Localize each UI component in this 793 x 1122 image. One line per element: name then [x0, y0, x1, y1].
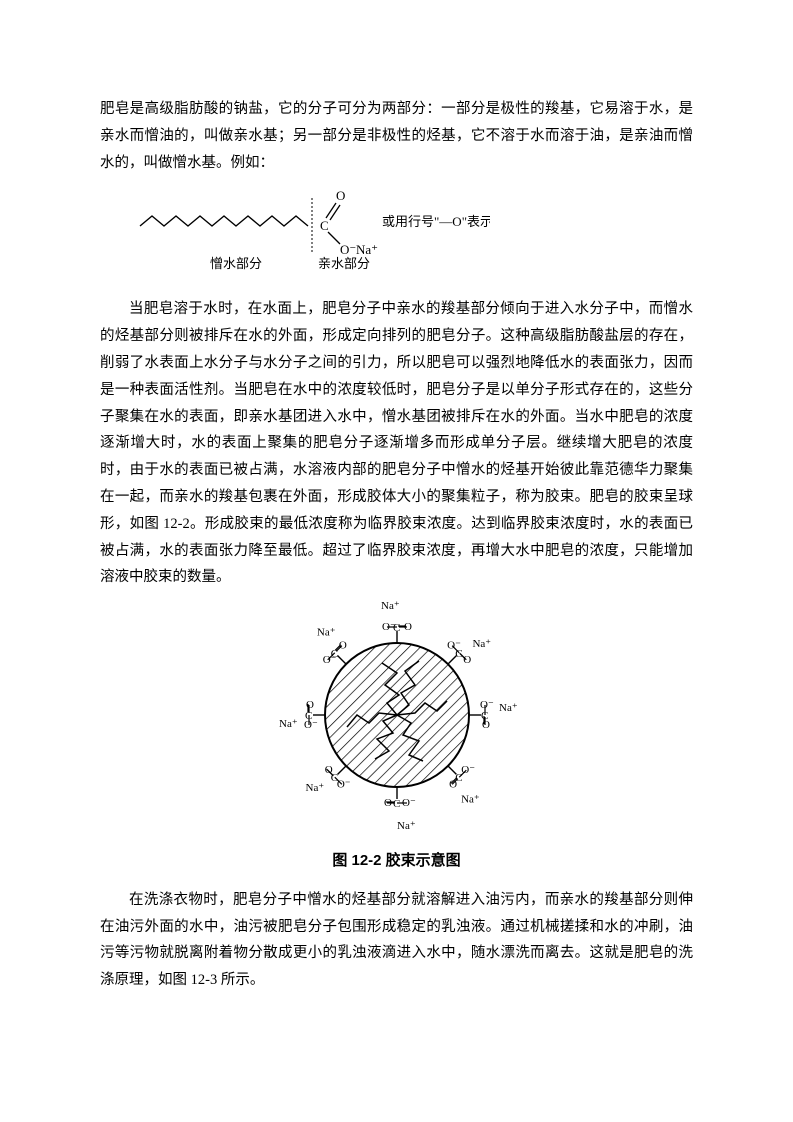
c-o-bond-2	[328, 232, 340, 244]
micelle-svg: COO⁻Na⁺COO⁻Na⁺COO⁻Na⁺COO⁻Na⁺COO⁻Na⁺COO⁻N…	[257, 595, 537, 835]
molecule-svg: C O O⁻ Na⁺ 憎水部分 亲水部分 或用行号"—O"表示	[130, 186, 490, 276]
svg-text:O⁻: O⁻	[480, 699, 494, 711]
hydrophilic-label: 亲水部分	[318, 256, 370, 271]
svg-text:Na⁺: Na⁺	[499, 702, 518, 714]
svg-text:O: O	[482, 719, 490, 731]
svg-text:O: O	[384, 797, 392, 809]
svg-text:O⁻: O⁻	[336, 778, 350, 790]
svg-text:O: O	[338, 640, 346, 652]
symbol-note: 或用行号"—O"表示	[382, 214, 490, 229]
c-o-bond-1a	[326, 203, 336, 218]
paragraph-2: 当肥皂溶于水时，在水面上，肥皂分子中亲水的羧基部分倾向于进入水分子中，而憎水的烃…	[100, 296, 693, 591]
svg-text:O: O	[324, 764, 332, 776]
svg-text:Na⁺: Na⁺	[305, 782, 324, 794]
svg-text:O: O	[449, 778, 457, 790]
svg-text:Na⁺: Na⁺	[279, 718, 298, 730]
micelle-figure: COO⁻Na⁺COO⁻Na⁺COO⁻Na⁺COO⁻Na⁺COO⁻Na⁺COO⁻N…	[257, 595, 537, 845]
sodium-ion: Na⁺	[356, 242, 378, 257]
svg-text:Na⁺: Na⁺	[316, 627, 335, 639]
oxygen-top: O	[336, 188, 345, 203]
svg-text:O⁻: O⁻	[447, 640, 461, 652]
svg-text:Na⁺: Na⁺	[381, 600, 400, 612]
paragraph-3: 在洗涤衣物时，肥皂分子中憎水的烃基部分就溶解进入油污内，而亲水的羧基部分则伸在油…	[100, 887, 693, 994]
svg-text:O⁻: O⁻	[402, 797, 416, 809]
figure-2-caption: 图 12-2 胶束示意图	[100, 847, 693, 875]
paragraph-1: 肥皂是高级脂肪酸的钠盐，它的分子可分为两部分：一部分是极性的羧基，它易溶于水，是…	[100, 96, 693, 176]
zigzag-chain	[140, 216, 308, 226]
svg-text:O: O	[463, 654, 471, 666]
hydrophobic-label: 憎水部分	[210, 256, 262, 271]
svg-text:Na⁺: Na⁺	[461, 794, 480, 806]
svg-text:O⁻: O⁻	[382, 621, 396, 633]
c-o-bond-1b	[330, 205, 340, 220]
svg-text:O: O	[404, 621, 412, 633]
molecule-structure-figure: C O O⁻ Na⁺ 憎水部分 亲水部分 或用行号"—O"表示	[130, 186, 450, 286]
svg-text:O⁻: O⁻	[304, 719, 318, 731]
oxygen-minus: O⁻	[340, 242, 356, 257]
svg-text:C: C	[393, 798, 400, 810]
svg-text:Na⁺: Na⁺	[472, 638, 491, 650]
svg-text:O⁻: O⁻	[322, 654, 336, 666]
svg-text:O: O	[306, 699, 314, 711]
svg-text:O⁻: O⁻	[461, 764, 475, 776]
carbon-label: C	[320, 218, 329, 233]
svg-text:Na⁺: Na⁺	[397, 820, 416, 832]
